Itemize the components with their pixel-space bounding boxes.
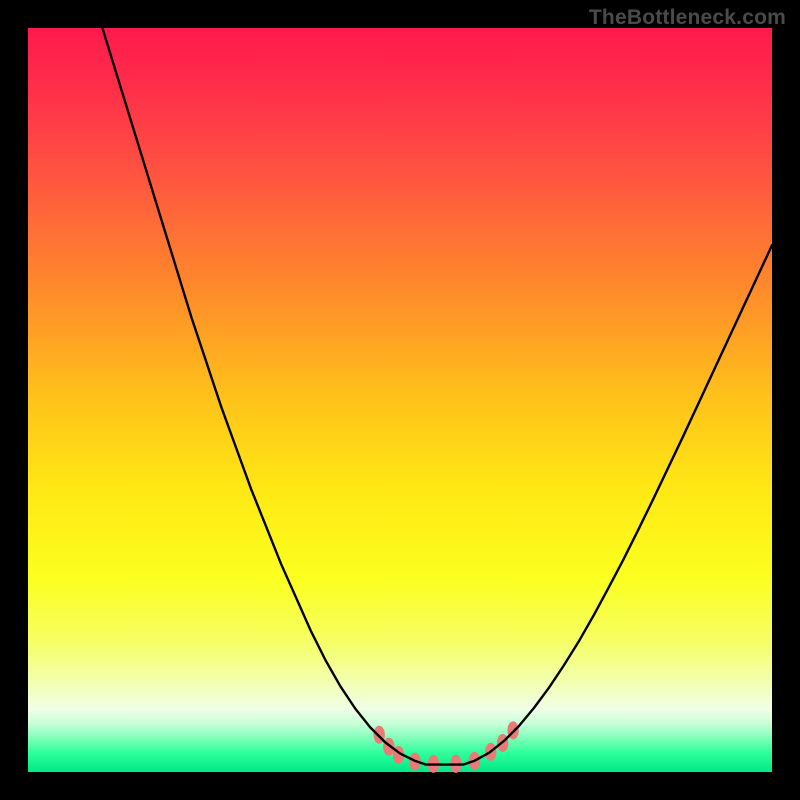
watermark-text: TheBottleneck.com <box>589 6 786 30</box>
bottleneck-curve <box>102 28 772 765</box>
curve-layer <box>28 28 772 772</box>
chart-container: TheBottleneck.com <box>0 0 800 800</box>
plot-area <box>28 28 772 772</box>
